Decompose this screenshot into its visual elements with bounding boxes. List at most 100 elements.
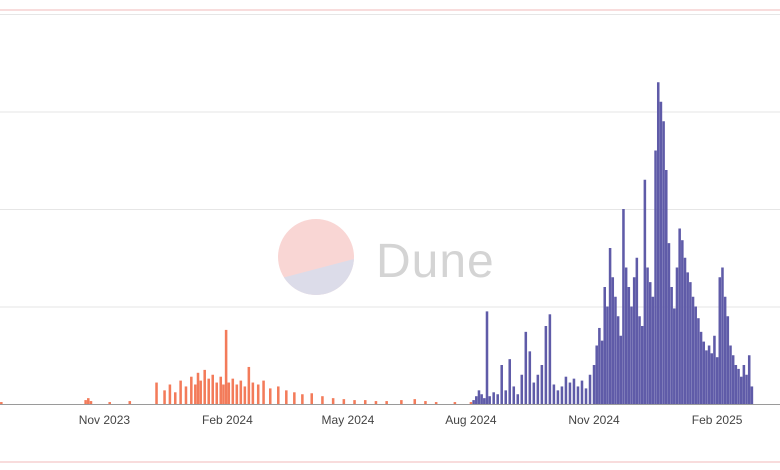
bar-series-2 (670, 287, 673, 404)
bar-series-2 (492, 392, 495, 404)
x-axis: Nov 2023 Feb 2024 May 2024 Aug 2024 Nov 2024… (79, 413, 743, 427)
bar-series-2 (745, 374, 748, 404)
bar-series-1 (293, 392, 296, 404)
bar-series-2 (556, 390, 560, 404)
x-tick-label: Feb 2024 (202, 413, 253, 427)
bar-series-1 (194, 384, 197, 404)
bar-series-2 (616, 316, 620, 404)
bar-series-1 (251, 382, 255, 404)
bar-series-1 (321, 396, 324, 404)
x-tick-label: May 2024 (322, 413, 375, 427)
bar-series-2 (580, 380, 584, 404)
bar-series-2 (500, 365, 503, 404)
bar-series-2 (475, 396, 478, 404)
bar-series-2 (608, 248, 612, 404)
bar-series-2 (654, 150, 657, 404)
gridlines (0, 9, 780, 463)
bar-series-2 (614, 296, 617, 404)
bar-series-2 (528, 351, 532, 404)
bar-series-2 (568, 382, 572, 404)
bar-series-2 (681, 240, 684, 404)
bar-series-2 (572, 378, 576, 404)
bar-series-1 (353, 400, 356, 404)
bar-series-1 (469, 402, 473, 404)
bar-series-2 (627, 287, 631, 404)
bar-series-2 (536, 374, 540, 404)
bar-series-2 (665, 170, 668, 404)
bar-series-1 (262, 380, 265, 404)
bar-series-2 (472, 400, 475, 404)
bar-series-2 (532, 382, 536, 404)
bar-series-2 (646, 267, 649, 404)
bar-series-1 (413, 399, 417, 405)
x-tick-label: Feb 2025 (692, 413, 743, 427)
bar-series-2 (721, 267, 724, 404)
bar-series-1 (277, 386, 280, 404)
bar-series-2 (635, 257, 639, 404)
bar-series-1 (227, 382, 231, 404)
bar-series-2 (520, 374, 524, 404)
bar-series-2 (624, 267, 628, 404)
bar-series-2 (592, 365, 596, 404)
bar-series-1 (163, 390, 166, 404)
bar-series-1 (203, 369, 206, 405)
bar-series-2 (731, 355, 735, 404)
bar-series-1 (199, 380, 202, 404)
bar-series-1 (207, 378, 210, 404)
bar-series-1 (219, 376, 223, 404)
bar-series-1 (128, 401, 132, 404)
bar-series-1 (268, 388, 272, 404)
bar-series-2 (564, 376, 568, 404)
bar-series-2 (718, 277, 722, 404)
dune-watermark: Dune (276, 218, 516, 298)
bar-series-2 (516, 394, 520, 404)
bar-series-2 (747, 355, 751, 404)
bar-series-2 (630, 306, 633, 404)
bar-series-2 (694, 306, 697, 404)
bar-series-2 (723, 296, 727, 404)
dune-watermark-text: Dune (376, 235, 495, 288)
bar-series-2 (548, 314, 552, 404)
bar-series-2 (675, 267, 679, 404)
bar-series-1 (342, 399, 346, 405)
bar-series-2 (662, 121, 665, 404)
bar-series-2 (689, 282, 692, 405)
bar-series-2 (667, 243, 671, 405)
x-tick-label: Aug 2024 (445, 413, 497, 427)
bar-series-2 (512, 386, 516, 404)
bar-series-2 (715, 357, 719, 404)
bar-series-1 (331, 398, 335, 404)
bar-series-1 (184, 386, 188, 404)
bar-series-2 (485, 311, 489, 405)
bar-series-2 (640, 326, 644, 404)
bar-series-2 (739, 376, 743, 404)
bar-series-2 (477, 390, 481, 404)
bar-series-1 (400, 400, 403, 404)
bar-series-2 (588, 374, 592, 404)
bar-series-2 (659, 101, 663, 404)
bar-series-2 (705, 350, 708, 405)
bar-series-1 (87, 398, 90, 404)
bar-series-2 (651, 296, 655, 404)
bar-series-1 (434, 402, 438, 404)
bar-series-1 (84, 400, 87, 404)
dune-logo-icon (278, 219, 354, 295)
bar-series-2 (737, 368, 740, 404)
bar-series-2 (683, 257, 687, 404)
bar-series-2 (552, 384, 556, 404)
bar-series-2 (691, 296, 695, 404)
bar-series-1 (224, 329, 228, 404)
bar-series-2 (524, 331, 528, 404)
bar-series-2 (576, 386, 580, 404)
bar-series-1 (363, 400, 367, 404)
bar-series-1 (168, 384, 172, 404)
bar-series-2 (584, 388, 588, 404)
bar-series-2 (726, 316, 730, 404)
bar-series-2 (504, 390, 507, 404)
bar-series-1 (374, 401, 378, 404)
bar-series-2 (686, 272, 689, 405)
bar-series-2 (606, 306, 609, 404)
bar-series-1 (222, 384, 225, 404)
bar-series-2 (622, 209, 625, 404)
